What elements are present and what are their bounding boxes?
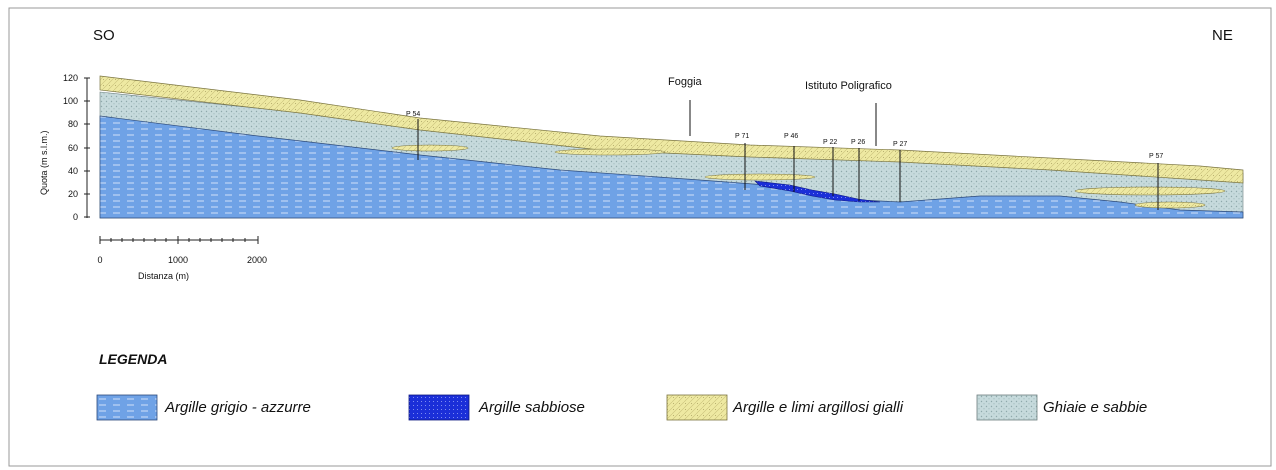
silt-lens <box>1074 186 1226 196</box>
y-tick-label: 60 <box>68 143 78 153</box>
legend-label: Argille e limi argillosi gialli <box>732 399 904 416</box>
place-label-istituto-poligrafico: Istituto Poligrafico <box>805 80 892 92</box>
legend-title: LEGENDA <box>99 351 167 367</box>
figure-border <box>8 7 1272 467</box>
well-label: P 22 <box>823 139 837 146</box>
legend-swatch-sandy-clay <box>408 394 470 421</box>
section-layers <box>99 75 1244 219</box>
legend-label: Ghiaie e sabbie <box>1043 399 1147 416</box>
scale-tick-label: 1000 <box>168 255 188 265</box>
y-axis-label: Quota (m s.l.m.) <box>39 130 49 195</box>
silt-lens <box>391 144 469 152</box>
y-tick-label: 100 <box>63 96 78 106</box>
place-labels: Foggia Istituto Poligrafico <box>668 76 892 146</box>
wells: P 54 P 71 P 46 P 22 P 26 P 27 P 57 <box>406 111 1163 210</box>
scale-label: Distanza (m) <box>138 271 189 281</box>
well-label: P 54 <box>406 111 420 118</box>
silt-lens <box>704 173 816 181</box>
y-tick-label: 120 <box>63 73 78 83</box>
well-label: P 71 <box>735 133 749 140</box>
sandy-clay-lens <box>754 180 881 203</box>
legend-label: Argille grigio - azzurre <box>164 399 311 416</box>
silt-cover-layer <box>99 75 1244 184</box>
silt-lens <box>1134 201 1206 209</box>
silt-lens <box>554 148 666 156</box>
legend-swatch-yellow-silt-clay <box>666 394 728 421</box>
scale-tick-label: 2000 <box>247 255 267 265</box>
legend: LEGENDA Argille grigio - azzurre Argille… <box>96 351 1147 421</box>
legend-swatch-grey-blue-clay <box>96 394 158 421</box>
direction-ne-label: NE <box>1212 27 1233 44</box>
direction-so-label: SO <box>93 27 115 44</box>
y-tick-label: 20 <box>68 189 78 199</box>
well-label: P 26 <box>851 139 865 146</box>
distance-scale-bar: 0 1000 2000 Distanza (m) <box>97 236 267 281</box>
well-label: P 27 <box>893 141 907 148</box>
legend-swatch-gravel-sands <box>976 394 1038 421</box>
y-tick-label: 80 <box>68 119 78 129</box>
y-axis: 0 20 40 60 80 100 120 Quota (m s.l.m.) <box>39 73 90 222</box>
scale-tick-label: 0 <box>97 255 102 265</box>
y-tick-label: 40 <box>68 166 78 176</box>
place-label-foggia: Foggia <box>668 76 703 88</box>
well-label: P 57 <box>1149 153 1163 160</box>
y-tick-label: 0 <box>73 212 78 222</box>
well-label: P 46 <box>784 133 798 140</box>
legend-label: Argille sabbiose <box>478 399 585 416</box>
